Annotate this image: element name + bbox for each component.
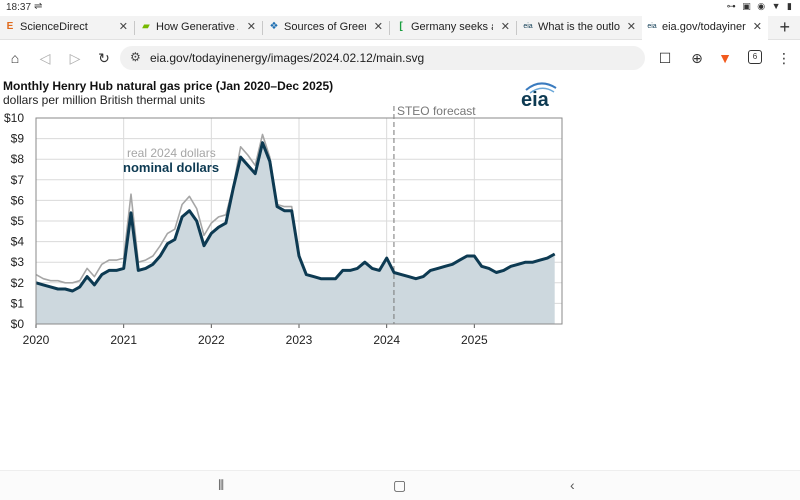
- close-icon[interactable]: ✕: [500, 21, 510, 33]
- close-icon[interactable]: ✕: [373, 21, 383, 33]
- x-tick-label: 2020: [23, 333, 50, 347]
- recents-icon[interactable]: ⦀: [218, 477, 225, 493]
- system-nav-bar: ⦀ ▢ ‹: [0, 470, 800, 500]
- tab-germany-seeks[interactable]: [ Germany seeks a ✕: [391, 16, 516, 40]
- tab-label: Sources of Green: [284, 21, 366, 33]
- address-bar[interactable]: ⚙ eia.gov/todayinenergy/images/2024.02.1…: [120, 46, 645, 70]
- status-icons: ⊶ ▣ ◉ ▼ ▮: [726, 1, 794, 11]
- back-nav-icon[interactable]: ‹: [570, 477, 575, 493]
- tab-label: How Generative A: [156, 21, 238, 33]
- new-tab-icon[interactable]: +: [779, 17, 790, 37]
- x-tick-label: 2021: [110, 333, 137, 347]
- eia-logo-arc: [525, 82, 557, 91]
- forward-icon[interactable]: ▷: [69, 50, 81, 66]
- legend-nominal: nominal dollars: [123, 160, 219, 175]
- y-tick-label: $2: [11, 276, 25, 290]
- tab-sources-green[interactable]: ❖ Sources of Green ✕: [264, 16, 389, 40]
- sync-icon: ⇌: [34, 1, 43, 12]
- tab-sciencedirect[interactable]: E ScienceDirect ✕: [0, 16, 134, 40]
- status-bar: 18:37 ⇌ ⊶ ▣ ◉ ▼ ▮: [0, 0, 800, 16]
- close-icon[interactable]: ✕: [626, 21, 636, 33]
- x-tick-label: 2025: [461, 333, 488, 347]
- chart-title: Monthly Henry Hub natural gas price (Jan…: [3, 79, 334, 93]
- tab-divider: [262, 21, 263, 35]
- tab-label: eia.gov/todayiner: [662, 21, 746, 33]
- tab-eia-active[interactable]: eia eia.gov/todayiner ✕: [642, 16, 768, 40]
- eia-favicon-icon: eia: [647, 23, 657, 30]
- x-tick-label: 2022: [198, 333, 225, 347]
- y-tick-label: $3: [11, 255, 25, 269]
- site-settings-icon[interactable]: ⚙: [130, 50, 141, 64]
- legend-real-2024: real 2024 dollars: [127, 146, 216, 160]
- y-tick-label: $9: [11, 132, 25, 146]
- x-tick-label: 2023: [286, 333, 313, 347]
- brave-shield-icon[interactable]: ▼: [718, 50, 732, 66]
- tab-label: ScienceDirect: [20, 21, 88, 33]
- series-line-nominal: [35, 141, 556, 293]
- tab-label: What is the outlo: [538, 21, 620, 33]
- back-icon[interactable]: ◁: [39, 50, 51, 66]
- y-tick-label: $10: [4, 111, 24, 125]
- y-tick-label: $8: [11, 152, 25, 166]
- home-icon[interactable]: ⌂: [10, 50, 20, 66]
- nvidia-favicon-icon: ▰: [142, 21, 150, 32]
- eia-logo-arc: [529, 87, 555, 94]
- menu-icon[interactable]: ⋮: [777, 50, 791, 66]
- tab-divider: [389, 21, 390, 35]
- tab-what-is-outlook[interactable]: eia What is the outlo ✕: [518, 16, 642, 40]
- close-icon[interactable]: ✕: [752, 21, 762, 33]
- browser-toolbar: ⌂ ◁ ▷ ↻ ⚙ eia.gov/todayinenergy/images/2…: [0, 41, 800, 75]
- sciencedirect-favicon-icon: E: [6, 21, 14, 32]
- y-tick-label: $0: [11, 317, 25, 331]
- tab-generative-ai[interactable]: ▰ How Generative A ✕: [136, 16, 262, 40]
- eia-favicon-icon: eia: [523, 23, 533, 30]
- germany-favicon-icon: [: [399, 21, 403, 32]
- url-text[interactable]: eia.gov/todayinenergy/images/2024.02.12/…: [150, 51, 425, 65]
- tab-divider: [134, 21, 135, 35]
- close-icon[interactable]: ✕: [118, 21, 128, 33]
- forecast-label: STEO forecast: [397, 104, 476, 118]
- tab-label: Germany seeks a: [411, 21, 493, 33]
- status-time: 18:37: [6, 2, 32, 13]
- eia-logo-text: eia: [521, 89, 550, 111]
- home-nav-icon[interactable]: ▢: [393, 477, 407, 493]
- reload-icon[interactable]: ↻: [98, 50, 110, 66]
- download-icon[interactable]: ⊕: [691, 50, 703, 66]
- sources-favicon-icon: ❖: [269, 21, 279, 32]
- plot-frame: [35, 117, 563, 325]
- tab-strip: E ScienceDirect ✕ ▰ How Generative A ✕ ❖…: [0, 16, 800, 40]
- y-tick-label: $4: [11, 235, 25, 249]
- y-tick-label: $5: [11, 214, 25, 228]
- tab-count-button[interactable]: 6: [748, 50, 762, 64]
- y-tick-label: $6: [11, 193, 25, 207]
- x-tick-label: 2024: [373, 333, 400, 347]
- y-tick-label: $1: [11, 296, 25, 310]
- bookmark-icon[interactable]: ☐: [658, 50, 672, 66]
- y-tick-label: $7: [11, 173, 25, 187]
- chart-area: $0 $1 $2 $3 $4 $5 $6 $7 $8 $9 $10 2020 2021 2022 2023…: [4, 82, 563, 347]
- tab-divider: [516, 21, 517, 35]
- eia-logo: eia: [521, 82, 557, 111]
- chart-subtitle: dollars per million British thermal unit…: [3, 93, 206, 107]
- close-icon[interactable]: ✕: [246, 21, 256, 33]
